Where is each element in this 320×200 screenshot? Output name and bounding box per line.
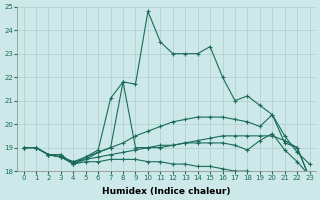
- X-axis label: Humidex (Indice chaleur): Humidex (Indice chaleur): [102, 187, 231, 196]
